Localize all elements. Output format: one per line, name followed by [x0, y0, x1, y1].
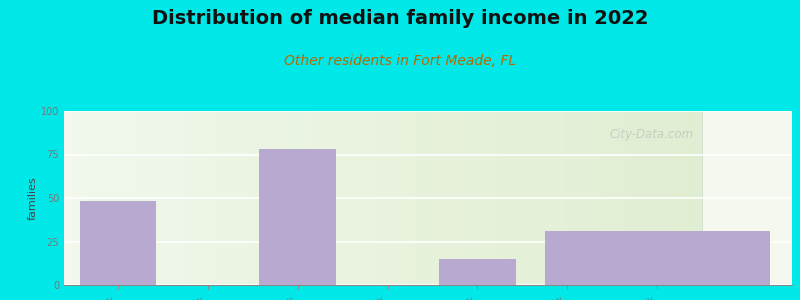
Bar — [199, 111, 211, 285]
Bar — [476, 111, 488, 285]
Bar — [387, 111, 400, 285]
Bar — [626, 111, 639, 285]
Bar — [86, 111, 98, 285]
Bar — [413, 111, 426, 285]
Bar — [259, 149, 336, 285]
Bar — [488, 111, 501, 285]
Bar — [501, 111, 514, 285]
Bar — [312, 111, 325, 285]
Text: Other residents in Fort Meade, FL: Other residents in Fort Meade, FL — [284, 54, 516, 68]
Y-axis label: families: families — [28, 176, 38, 220]
Text: Distribution of median family income in 2022: Distribution of median family income in … — [152, 9, 648, 28]
Bar — [211, 111, 224, 285]
Bar — [299, 111, 312, 285]
Bar — [614, 111, 626, 285]
Bar — [350, 111, 362, 285]
Bar — [338, 111, 350, 285]
Bar — [237, 111, 249, 285]
Bar — [450, 111, 463, 285]
Bar — [514, 111, 526, 285]
Bar — [325, 111, 338, 285]
Bar — [426, 111, 438, 285]
Bar — [80, 202, 156, 285]
Bar — [652, 111, 664, 285]
Bar — [438, 111, 450, 285]
Bar — [664, 111, 677, 285]
Bar — [551, 111, 564, 285]
Bar — [174, 111, 186, 285]
Bar — [161, 111, 174, 285]
Bar — [526, 111, 538, 285]
Bar — [576, 111, 589, 285]
Bar — [639, 111, 652, 285]
Bar — [287, 111, 299, 285]
Bar — [690, 111, 702, 285]
Bar — [224, 111, 237, 285]
Bar — [538, 111, 551, 285]
Bar — [463, 111, 476, 285]
Bar — [186, 111, 199, 285]
Bar — [274, 111, 287, 285]
Bar — [110, 111, 123, 285]
Bar — [98, 111, 110, 285]
Bar — [375, 111, 387, 285]
Bar — [73, 111, 86, 285]
Bar — [136, 111, 149, 285]
Bar — [400, 111, 413, 285]
Bar — [602, 111, 614, 285]
Bar — [564, 111, 576, 285]
Text: City-Data.com: City-Data.com — [610, 128, 694, 141]
Bar — [362, 111, 375, 285]
Bar — [262, 111, 274, 285]
Bar — [439, 259, 516, 285]
Bar — [249, 111, 262, 285]
Bar — [545, 231, 770, 285]
Bar — [677, 111, 690, 285]
Bar — [123, 111, 136, 285]
Bar — [149, 111, 161, 285]
Bar — [589, 111, 602, 285]
